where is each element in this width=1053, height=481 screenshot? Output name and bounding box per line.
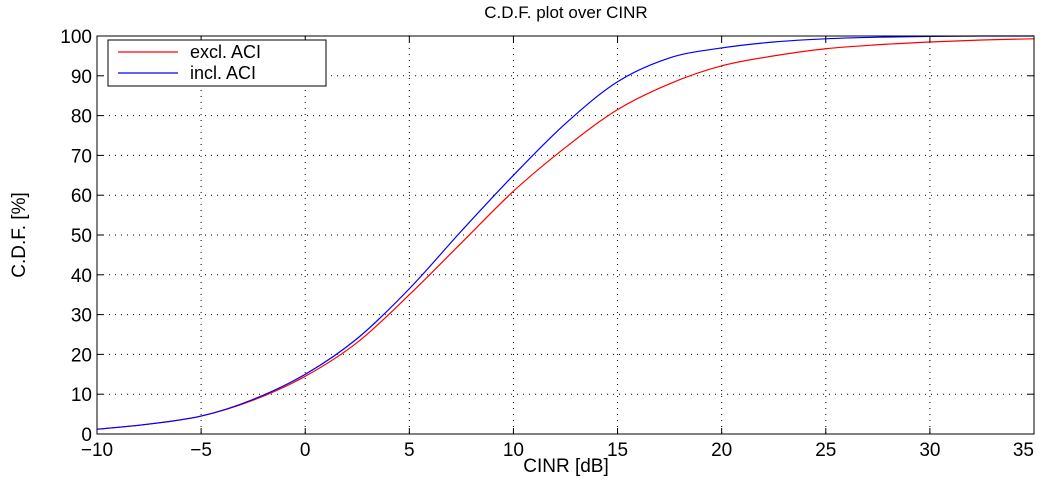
x-tick-label: 25 — [815, 440, 836, 461]
y-tick-label: 30 — [71, 306, 92, 327]
x-tick-label: 35 — [1013, 440, 1034, 461]
grid — [97, 36, 1034, 434]
y-axis-label: C.D.F. [%] — [9, 192, 30, 278]
x-tick-label: −5 — [190, 440, 212, 461]
legend-label: excl. ACI — [190, 42, 261, 62]
x-tick-label: 0 — [300, 440, 311, 461]
legend-label: incl. ACI — [190, 63, 256, 83]
x-tick-label: 30 — [919, 440, 940, 461]
y-tick-label: 90 — [71, 67, 92, 88]
y-tick-label: 100 — [60, 27, 92, 48]
x-tick-label: 20 — [711, 440, 732, 461]
series-line-excl-aci — [96, 38, 1035, 430]
x-tick-label: −10 — [81, 440, 113, 461]
y-tick-label: 50 — [71, 226, 92, 247]
y-tick-label: 70 — [71, 146, 92, 167]
y-tick-label: 10 — [71, 385, 92, 406]
x-tick-label: 15 — [607, 440, 628, 461]
y-tick-label: 0 — [81, 425, 92, 446]
y-tick-label: 20 — [71, 345, 92, 366]
x-axis-label: CINR [dB] — [523, 456, 609, 477]
x-tick-label: 5 — [404, 440, 415, 461]
series-lines — [96, 35, 1035, 430]
ticks: −10 −5 0 5 10 15 20 25 30 35 0 10 20 30 40 50 60 70 80 90 10… — [60, 27, 1035, 461]
y-tick-label: 40 — [71, 266, 92, 287]
y-tick-label: 80 — [71, 107, 92, 128]
y-tick-label: 60 — [71, 186, 92, 207]
legend-box — [107, 39, 327, 87]
series-line-incl-aci — [96, 35, 1035, 430]
x-tick-label: 10 — [503, 440, 524, 461]
chart-title: C.D.F. plot over CINR — [484, 3, 647, 22]
